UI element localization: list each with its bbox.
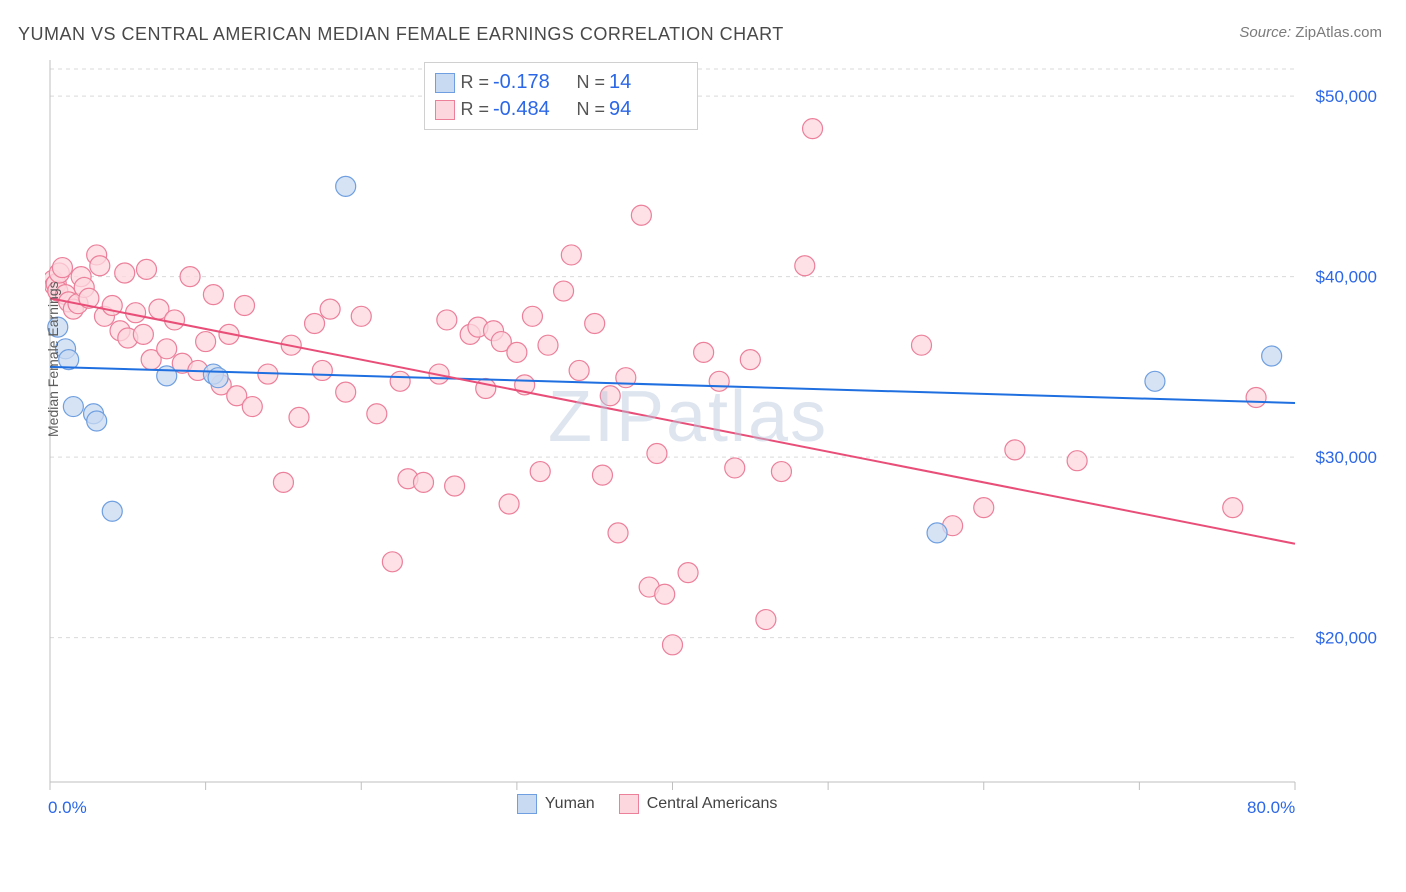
chart-source: Source: ZipAtlas.com xyxy=(1239,24,1382,41)
legend-series-label: Central Americans xyxy=(647,795,778,813)
svg-text:$40,000: $40,000 xyxy=(1316,268,1377,287)
svg-text:$30,000: $30,000 xyxy=(1316,448,1377,467)
legend-corr-row: R =-0.178 N =14 xyxy=(435,69,687,96)
x-axis-max-label: 80.0% xyxy=(1247,798,1295,818)
svg-text:$50,000: $50,000 xyxy=(1316,87,1377,106)
legend-series-item: Central Americans xyxy=(619,794,778,814)
y-axis-label: Median Female Earnings xyxy=(45,281,61,437)
chart-svg: $20,000 $30,000 $40,000 $50,000 xyxy=(45,52,1385,822)
legend-swatch xyxy=(619,794,639,814)
legend-corr-row: R =-0.484 N =94 xyxy=(435,96,687,123)
legend-r-value: R =-0.484 xyxy=(461,98,571,121)
legend-correlation: R =-0.178 N =14 R =-0.484 N =94 xyxy=(424,62,698,130)
legend-swatch xyxy=(517,794,537,814)
legend-r-value: R =-0.178 xyxy=(461,71,571,94)
legend-swatch xyxy=(435,73,455,93)
chart-plot-area: $20,000 $30,000 $40,000 $50,000 Median Fema… xyxy=(45,52,1385,822)
page-root: YUMAN VS CENTRAL AMERICAN MEDIAN FEMALE … xyxy=(0,0,1406,892)
svg-text:$20,000: $20,000 xyxy=(1316,629,1377,648)
legend-n-value: N =14 xyxy=(577,71,687,94)
chart-title: YUMAN VS CENTRAL AMERICAN MEDIAN FEMALE … xyxy=(18,24,784,45)
x-axis-min-label: 0.0% xyxy=(48,798,87,818)
legend-series: Yuman Central Americans xyxy=(517,794,778,814)
legend-n-value: N =94 xyxy=(577,98,687,121)
legend-series-label: Yuman xyxy=(545,795,595,813)
source-prefix: Source: xyxy=(1239,24,1295,41)
legend-swatch xyxy=(435,100,455,120)
legend-series-item: Yuman xyxy=(517,794,595,814)
source-name: ZipAtlas.com xyxy=(1295,24,1382,41)
